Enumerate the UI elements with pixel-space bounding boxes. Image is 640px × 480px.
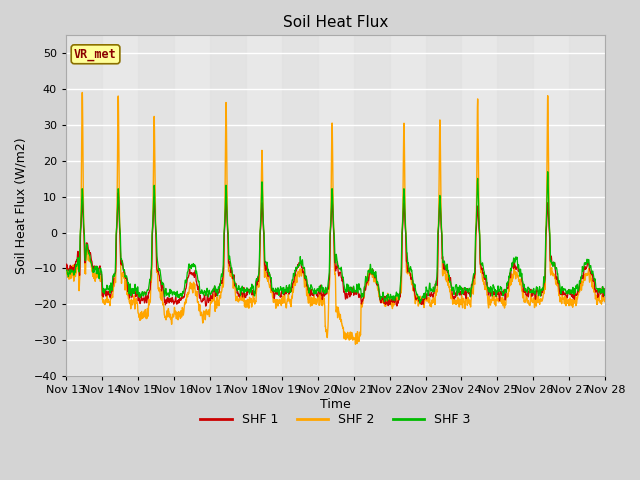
Legend: SHF 1, SHF 2, SHF 3: SHF 1, SHF 2, SHF 3 — [195, 408, 476, 431]
Bar — [66, 36, 102, 376]
Bar — [210, 36, 246, 376]
Text: VR_met: VR_met — [74, 48, 117, 61]
Bar — [426, 36, 461, 376]
Bar — [282, 36, 317, 376]
Bar — [570, 36, 605, 376]
Bar — [497, 36, 533, 376]
Y-axis label: Soil Heat Flux (W/m2): Soil Heat Flux (W/m2) — [15, 137, 28, 274]
Bar — [138, 36, 174, 376]
X-axis label: Time: Time — [320, 398, 351, 411]
Title: Soil Heat Flux: Soil Heat Flux — [283, 15, 388, 30]
Bar — [354, 36, 390, 376]
